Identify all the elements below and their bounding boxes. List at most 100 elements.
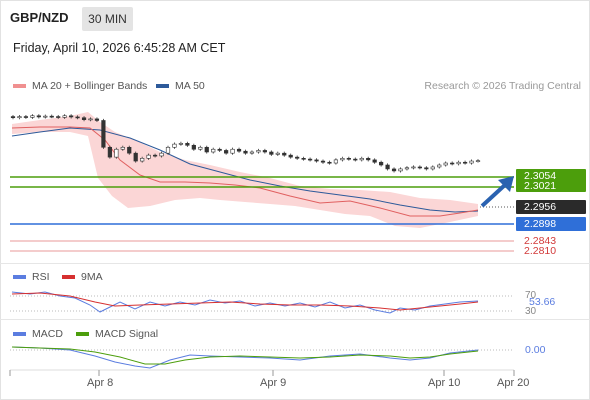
legend-macd-label: MACD xyxy=(32,328,63,340)
candle-body xyxy=(56,116,61,118)
candle-body xyxy=(301,158,306,160)
candle-body xyxy=(236,148,242,152)
candle-body xyxy=(69,115,74,118)
legend-ma50-label: MA 50 xyxy=(175,80,205,92)
legend-rsi-label: RSI xyxy=(32,271,50,283)
macd-swatch xyxy=(13,332,26,336)
x-label-apr9: Apr 9 xyxy=(260,377,287,389)
ma20-line xyxy=(11,126,479,217)
candle-body xyxy=(185,143,190,146)
candle-body xyxy=(114,148,119,158)
candle-body xyxy=(475,160,481,162)
pair-title: GBP/NZD xyxy=(10,10,69,25)
macd-signal-line xyxy=(11,346,479,365)
candle-body xyxy=(62,115,67,118)
legend-macd-signal: MACD Signal xyxy=(76,328,158,340)
candle-body xyxy=(17,116,22,119)
candle-body xyxy=(282,152,287,156)
rsi-value: 53.66 xyxy=(529,296,556,308)
candle-body xyxy=(152,154,158,157)
candle-body xyxy=(307,158,313,161)
candle-body xyxy=(36,115,41,118)
candle-body xyxy=(81,117,87,120)
legend-macd-signal-label: MACD Signal xyxy=(95,328,159,340)
candle-body xyxy=(469,160,474,164)
candle-body xyxy=(224,150,229,154)
candle-body xyxy=(94,118,100,121)
ma20-swatch xyxy=(13,84,26,88)
rsi-ma-line xyxy=(11,292,479,311)
candle-body xyxy=(243,150,248,154)
legend-ma50: MA 50 xyxy=(156,80,205,92)
legend-rsi-ma-label: 9MA xyxy=(81,271,103,283)
macd-signal-swatch xyxy=(76,332,89,336)
candle-body xyxy=(230,148,235,154)
legend-macd: MACD xyxy=(13,328,63,340)
candle-body xyxy=(391,168,397,172)
candle-body xyxy=(262,150,267,153)
candle-body xyxy=(146,154,151,159)
candle-body xyxy=(204,146,209,153)
candle-body xyxy=(269,151,274,155)
resistance-tag-2: 2.3021 xyxy=(516,180,586,192)
candle-body xyxy=(275,152,280,155)
candle-body xyxy=(217,148,222,151)
candle-body xyxy=(249,151,255,154)
candle-body xyxy=(295,156,300,159)
candle-body xyxy=(75,116,80,119)
candle-body xyxy=(430,166,435,170)
timeframe-button[interactable]: 30 MIN xyxy=(82,7,133,31)
candle-body xyxy=(404,167,410,170)
rsi-lower-label: 30 xyxy=(525,306,537,317)
legend-rsi-ma: 9MA xyxy=(62,271,103,283)
candle-body xyxy=(172,143,177,148)
candle-body xyxy=(333,159,339,164)
forecast-arrow-shaft xyxy=(480,182,508,208)
x-label-apr10: Apr 10 xyxy=(428,377,461,389)
candle-body xyxy=(165,146,171,154)
candle-body xyxy=(411,166,416,169)
candle-body xyxy=(379,161,384,166)
separator-price-rsi xyxy=(0,263,590,264)
candle-body xyxy=(133,152,138,162)
candle-body xyxy=(43,115,48,118)
ma50-line xyxy=(11,127,479,213)
candle-body xyxy=(314,159,319,162)
candle-body xyxy=(159,152,164,157)
candle-body xyxy=(49,115,54,118)
candle-body xyxy=(385,164,390,170)
support-tag-1: 2.2898 xyxy=(516,217,586,231)
candle-body xyxy=(120,146,125,150)
candle-body xyxy=(10,116,16,119)
rsi-swatch xyxy=(13,275,26,279)
candle-body xyxy=(340,158,345,161)
macd-value: 0.00 xyxy=(525,344,546,356)
candle-body xyxy=(346,158,351,160)
candle-body xyxy=(456,161,461,165)
candle-body xyxy=(107,146,112,158)
rsi-ma-swatch xyxy=(62,275,75,279)
ma50-swatch xyxy=(156,84,169,88)
candle-body xyxy=(288,154,293,158)
candle-body xyxy=(256,150,261,153)
forecast-arrow-head xyxy=(498,176,514,192)
candle-body xyxy=(198,146,203,150)
candle-body xyxy=(372,159,377,163)
separator-rsi-macd xyxy=(0,319,590,320)
support-label-2: 2.2843 xyxy=(524,235,557,247)
candle-body xyxy=(140,158,145,162)
candle-body xyxy=(462,161,468,164)
resistance-tag-1: 2.3054 xyxy=(516,169,586,183)
candle-body xyxy=(424,167,429,170)
candle-body xyxy=(30,115,35,118)
candle-body xyxy=(23,116,29,118)
current-price-tag: 2.2956 xyxy=(516,200,586,214)
legend-ma20-label: MA 20 + Bollinger Bands xyxy=(32,80,148,92)
candle-body xyxy=(450,162,455,165)
datetime-label: Friday, April 10, 2026 6:45:28 AM CET xyxy=(13,41,226,55)
candle-body xyxy=(366,158,371,161)
candle-body xyxy=(101,120,106,148)
support-label-3: 2.2810 xyxy=(524,245,557,257)
candle-body xyxy=(353,158,358,161)
